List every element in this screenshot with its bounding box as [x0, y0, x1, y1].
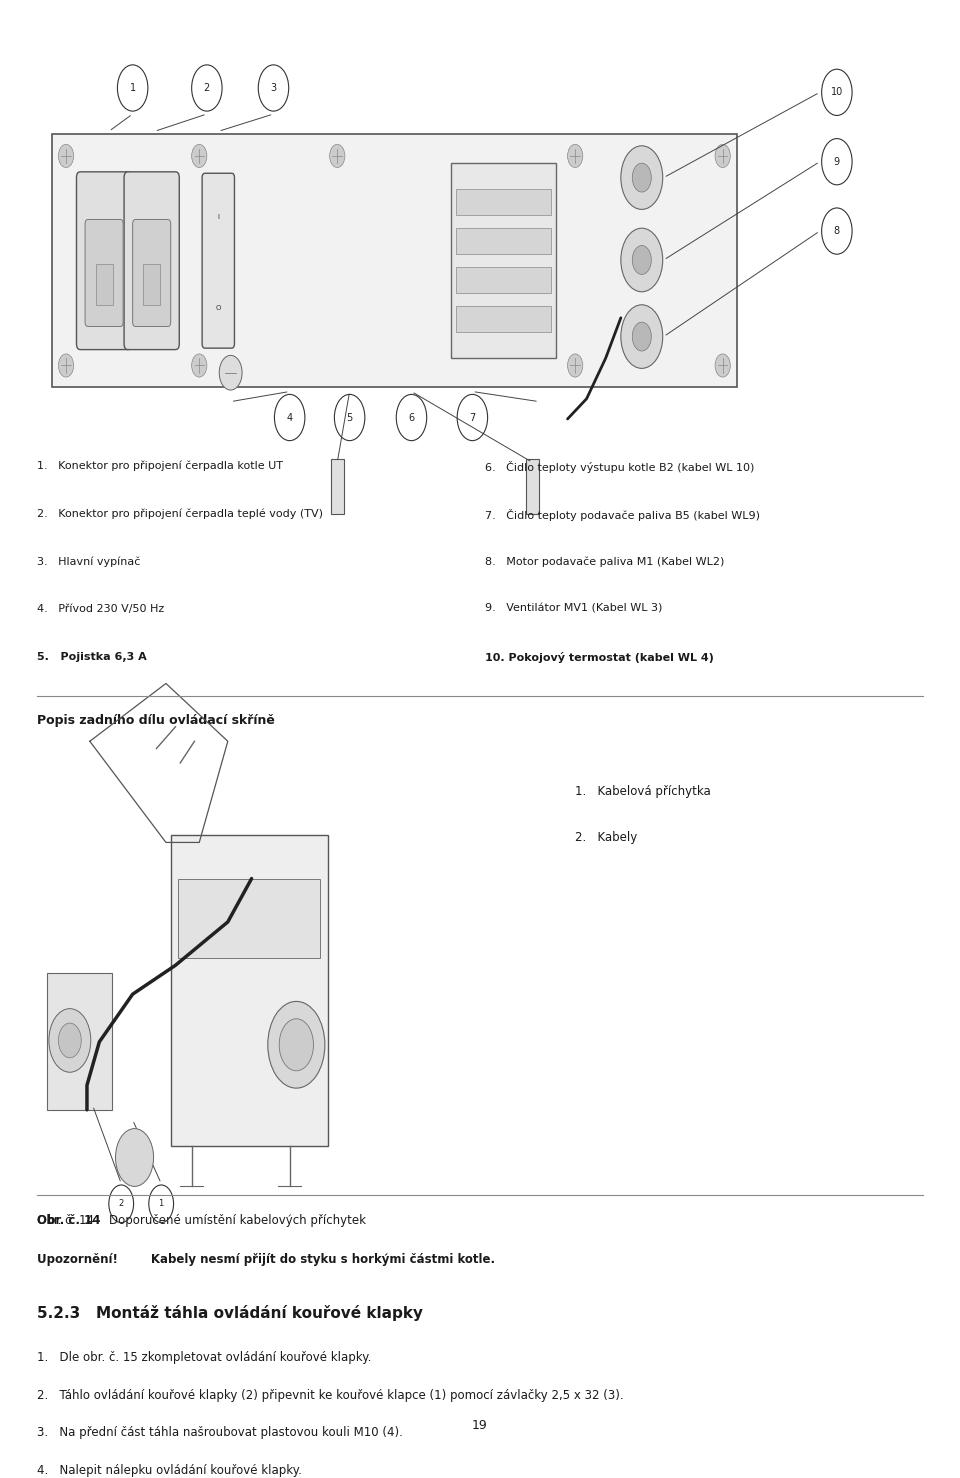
Circle shape — [633, 245, 651, 275]
Text: Obr. č. 14    Doporučené umístění kabelových příchytek: Obr. č. 14 Doporučené umístění kabelovýc… — [37, 1213, 367, 1227]
Bar — [96, 265, 112, 304]
Text: 3.   Hlavní vypínač: 3. Hlavní vypínač — [37, 556, 141, 566]
Text: 19: 19 — [472, 1419, 488, 1432]
Text: 2.   Táhlo ovládání kouřové klapky (2) připevnit ke kouřové klapce (1) pomocí zá: 2. Táhlo ovládání kouřové klapky (2) při… — [37, 1389, 624, 1401]
Text: 5: 5 — [347, 412, 352, 423]
Text: 1: 1 — [130, 83, 135, 93]
Bar — [456, 189, 551, 216]
Bar — [143, 265, 160, 304]
Text: 3.   Na přední část táhla našroubovat plastovou kouli M10 (4).: 3. Na přední část táhla našroubovat plas… — [37, 1426, 403, 1440]
Text: 6.   Čidlo teploty výstupu kotle B2 (kabel WL 10): 6. Čidlo teploty výstupu kotle B2 (kabel… — [485, 461, 755, 473]
Circle shape — [715, 353, 731, 377]
Text: 6: 6 — [408, 412, 415, 423]
Bar — [456, 228, 551, 254]
Text: 1: 1 — [158, 1199, 164, 1208]
Text: 5.2.3   Montáž táhla ovládání kouřové klapky: 5.2.3 Montáž táhla ovládání kouřové klap… — [37, 1305, 423, 1321]
Text: 2.   Konektor pro připojení čerpadla teplé vody (TV): 2. Konektor pro připojení čerpadla teplé… — [37, 508, 324, 519]
Text: 1.   Konektor pro připojení čerpadla kotle UT: 1. Konektor pro připojení čerpadla kotle… — [37, 461, 283, 471]
Circle shape — [59, 353, 74, 377]
Bar — [171, 835, 327, 1145]
Circle shape — [567, 145, 583, 167]
Text: Popis zadního dílu ovládací skříně: Popis zadního dílu ovládací skříně — [37, 714, 276, 727]
Circle shape — [621, 228, 662, 291]
Circle shape — [192, 353, 206, 377]
Circle shape — [59, 145, 74, 167]
Circle shape — [329, 145, 345, 167]
Text: 7.   Čidlo teploty podavače paliva B5 (kabel WL9): 7. Čidlo teploty podavače paliva B5 (kab… — [485, 508, 759, 520]
Circle shape — [279, 1018, 314, 1070]
Bar — [47, 973, 111, 1110]
FancyBboxPatch shape — [77, 171, 132, 350]
Circle shape — [49, 1008, 91, 1072]
Text: 9.   Ventilátor MV1 (Kabel WL 3): 9. Ventilátor MV1 (Kabel WL 3) — [485, 605, 662, 613]
Text: Obr. č. 14: Obr. č. 14 — [37, 1213, 101, 1227]
Text: 4: 4 — [287, 412, 293, 423]
FancyBboxPatch shape — [132, 220, 171, 327]
Bar — [456, 306, 551, 333]
Circle shape — [633, 322, 651, 352]
Text: 7: 7 — [469, 412, 475, 423]
Circle shape — [192, 145, 206, 167]
Circle shape — [268, 1002, 324, 1088]
FancyBboxPatch shape — [124, 171, 180, 350]
Circle shape — [621, 146, 662, 210]
Text: 2.   Kabely: 2. Kabely — [575, 831, 637, 844]
Text: 2: 2 — [119, 1199, 124, 1208]
Circle shape — [219, 355, 242, 390]
Text: 8.   Motor podavače paliva M1 (Kabel WL2): 8. Motor podavače paliva M1 (Kabel WL2) — [485, 556, 724, 566]
Circle shape — [715, 145, 731, 167]
Text: 10: 10 — [830, 87, 843, 98]
Text: 4.   Přívod 230 V/50 Hz: 4. Přívod 230 V/50 Hz — [37, 605, 165, 613]
Circle shape — [621, 304, 662, 368]
Text: 1.   Kabelová příchytka: 1. Kabelová příchytka — [575, 785, 711, 798]
Circle shape — [567, 353, 583, 377]
Text: 4.   Nalepit nálepku ovládání kouřové klapky.: 4. Nalepit nálepku ovládání kouřové klap… — [37, 1463, 302, 1477]
Circle shape — [59, 1023, 82, 1058]
Bar — [179, 878, 320, 958]
Text: 5.   Pojistka 6,3 A: 5. Pojistka 6,3 A — [37, 652, 147, 662]
Circle shape — [633, 163, 651, 192]
Bar — [456, 268, 551, 293]
FancyBboxPatch shape — [52, 134, 737, 387]
Text: 8: 8 — [834, 226, 840, 236]
FancyBboxPatch shape — [85, 220, 123, 327]
Bar — [526, 460, 539, 514]
Text: 10. Pokojový termostat (kabel WL 4): 10. Pokojový termostat (kabel WL 4) — [485, 652, 713, 662]
Text: I: I — [217, 214, 219, 220]
FancyBboxPatch shape — [203, 173, 234, 349]
Text: 2: 2 — [204, 83, 210, 93]
Text: Upozornění!        Kabely nesmí přijít do styku s horkými částmi kotle.: Upozornění! Kabely nesmí přijít do styku… — [37, 1253, 495, 1265]
Text: 9: 9 — [834, 157, 840, 167]
Bar — [330, 460, 344, 514]
Text: 3: 3 — [271, 83, 276, 93]
FancyBboxPatch shape — [451, 163, 556, 358]
Text: O: O — [216, 304, 221, 310]
Circle shape — [115, 1129, 154, 1187]
Text: 1.   Dle obr. č. 15 zkompletovat ovládání kouřové klapky.: 1. Dle obr. č. 15 zkompletovat ovládání … — [37, 1351, 372, 1364]
